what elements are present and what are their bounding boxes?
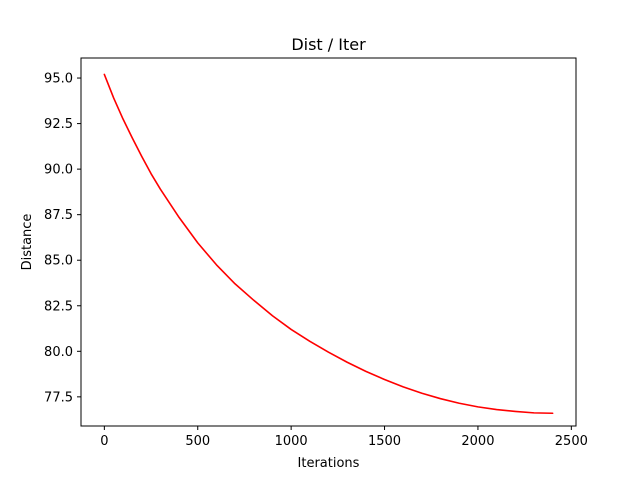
x-tick-label: 1500 [368, 434, 401, 449]
y-tick-label: 95.0 [44, 72, 73, 87]
y-tick-label: 77.5 [44, 390, 73, 405]
y-tick-label: 82.5 [44, 299, 73, 314]
chart-title: Dist / Iter [291, 35, 366, 54]
y-tick-label: 90.0 [44, 163, 73, 178]
y-tick-label: 92.5 [44, 117, 73, 132]
y-tick-label: 85.0 [44, 254, 73, 269]
plot-frame [80, 57, 577, 427]
x-tick-label: 500 [185, 434, 210, 449]
x-tick-label: 2000 [461, 434, 494, 449]
y-tick-label: 87.5 [44, 208, 73, 223]
plot-layer: 0 500 1000 1500 2000 2500 77.5 80.0 82.5 85.0 87.5… [20, 35, 588, 471]
series-line-0 [103, 73, 554, 415]
y-axis-label: Distance [20, 214, 35, 271]
y-tick-label: 80.0 [44, 345, 73, 360]
x-tick-label: 2500 [555, 434, 588, 449]
x-tick-label: 0 [100, 434, 108, 449]
x-axis-label: Iterations [298, 456, 360, 471]
x-tick-label: 1000 [275, 434, 308, 449]
